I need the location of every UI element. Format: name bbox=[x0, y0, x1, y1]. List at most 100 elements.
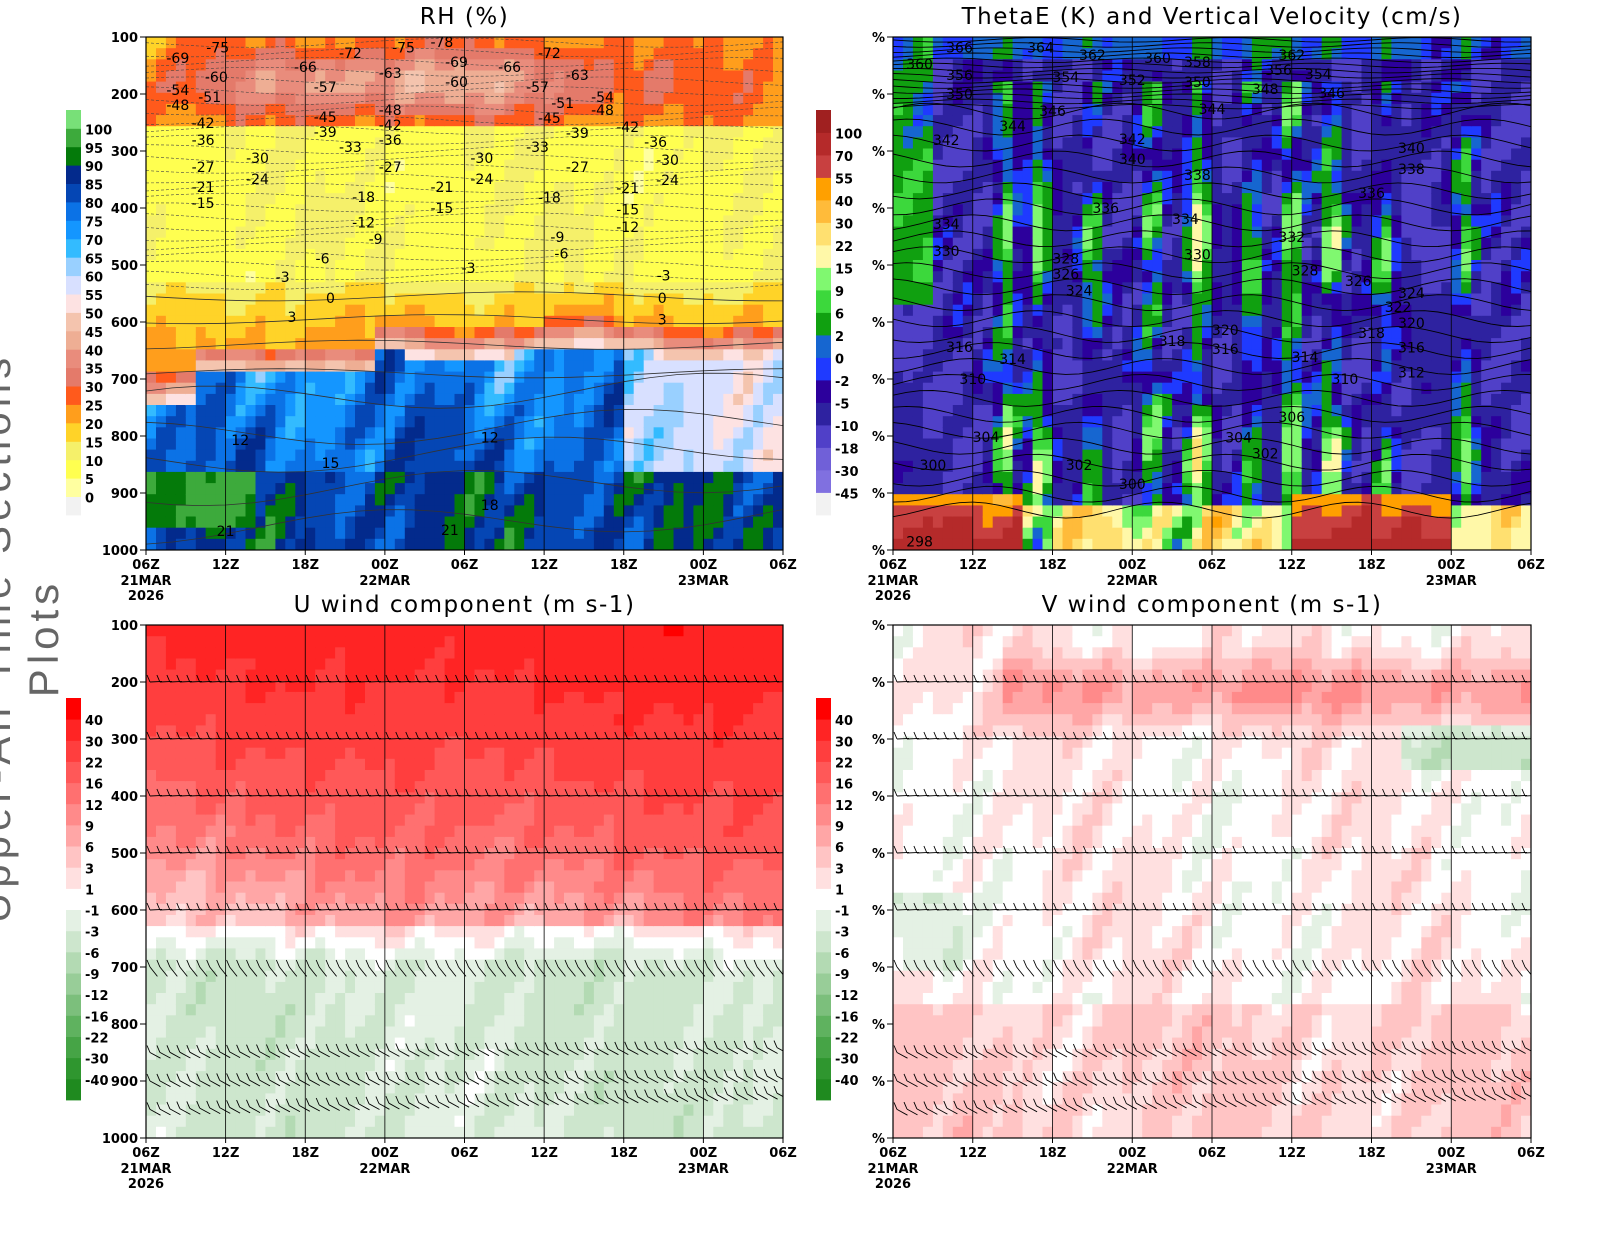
field-cell bbox=[185, 315, 197, 328]
field-cell bbox=[355, 159, 366, 172]
field-cell bbox=[1052, 193, 1064, 205]
field-cell bbox=[205, 405, 217, 417]
field-cell bbox=[932, 494, 944, 506]
field-cell bbox=[514, 193, 525, 205]
field-cell bbox=[992, 271, 1004, 283]
field-cell bbox=[484, 349, 495, 362]
field-cell bbox=[1212, 226, 1223, 239]
field-cell bbox=[893, 494, 904, 506]
field-cell bbox=[893, 427, 904, 440]
field-cell bbox=[1012, 248, 1024, 261]
field-cell bbox=[255, 170, 267, 183]
field-cell bbox=[464, 293, 476, 306]
field-cell bbox=[285, 148, 296, 161]
field-cell bbox=[1032, 159, 1044, 172]
field-cell bbox=[1092, 115, 1103, 127]
field-cell bbox=[484, 382, 495, 395]
field-cell bbox=[355, 371, 366, 384]
field-cell bbox=[932, 237, 944, 250]
field-cell bbox=[175, 182, 187, 194]
field-cell bbox=[474, 282, 486, 295]
field-cell bbox=[663, 103, 675, 116]
field-cell bbox=[514, 70, 525, 83]
field-cell bbox=[693, 438, 704, 451]
field-cell bbox=[514, 315, 525, 328]
field-cell bbox=[554, 360, 565, 373]
field-cell bbox=[1072, 204, 1083, 217]
field-cell bbox=[175, 59, 187, 72]
field-cell bbox=[683, 92, 695, 105]
field-cell bbox=[335, 315, 346, 328]
field-cell bbox=[1172, 416, 1183, 428]
field-cell bbox=[335, 327, 346, 339]
field-cell bbox=[544, 126, 555, 138]
field-cell bbox=[404, 48, 416, 60]
field-cell bbox=[414, 527, 426, 540]
field-cell bbox=[613, 371, 625, 384]
field-cell bbox=[673, 393, 685, 406]
field-cell bbox=[544, 460, 555, 473]
field-cell bbox=[534, 70, 545, 83]
field-cell bbox=[1072, 327, 1083, 339]
field-cell bbox=[574, 126, 585, 138]
contour-label: 0 bbox=[658, 291, 667, 307]
field-cell bbox=[972, 516, 984, 529]
field-cell bbox=[1032, 293, 1044, 306]
field-cell bbox=[693, 204, 704, 217]
field-cell bbox=[903, 226, 914, 239]
field-cell bbox=[275, 204, 286, 217]
field-cell bbox=[1182, 304, 1193, 317]
field-cell bbox=[355, 215, 366, 228]
field-cell bbox=[454, 159, 466, 172]
y-tick-label: 600 bbox=[111, 316, 138, 331]
field-cell bbox=[1022, 527, 1034, 540]
field-cell bbox=[454, 382, 466, 395]
field-cell bbox=[673, 382, 685, 395]
field-cell bbox=[374, 327, 386, 339]
field-cell bbox=[753, 405, 764, 417]
field-cell bbox=[972, 215, 984, 228]
field-cell bbox=[703, 248, 714, 261]
field-cell bbox=[1202, 170, 1213, 183]
field-cell bbox=[524, 282, 535, 295]
field-cell bbox=[1032, 193, 1044, 205]
field-cell bbox=[982, 103, 994, 116]
field-cell bbox=[633, 505, 645, 518]
field-cell bbox=[893, 538, 904, 550]
field-cell bbox=[404, 115, 416, 127]
field-cell bbox=[265, 37, 276, 49]
field-cell bbox=[554, 349, 565, 362]
field-cell bbox=[1142, 427, 1153, 440]
field-cell bbox=[315, 338, 326, 350]
field-cell bbox=[673, 248, 685, 261]
field-cell bbox=[603, 416, 615, 428]
field-cell bbox=[763, 371, 774, 384]
field-cell bbox=[564, 248, 575, 261]
field-cell bbox=[355, 115, 366, 127]
field-cell bbox=[265, 226, 276, 239]
field-cell bbox=[893, 405, 904, 417]
field-cell bbox=[1062, 182, 1074, 194]
field-cell bbox=[335, 237, 346, 250]
field-cell bbox=[434, 37, 446, 49]
field-cell bbox=[305, 92, 316, 105]
field-cell bbox=[972, 103, 984, 116]
field-cell bbox=[295, 248, 306, 261]
field-cell bbox=[1082, 137, 1093, 150]
field-cell bbox=[773, 505, 783, 518]
field-cell bbox=[574, 382, 585, 395]
field-cell bbox=[773, 360, 783, 373]
field-cell bbox=[743, 126, 754, 138]
field-cell bbox=[514, 349, 525, 362]
field-cell bbox=[235, 405, 247, 417]
field-cell bbox=[156, 282, 167, 295]
field-cell bbox=[454, 315, 466, 328]
field-cell bbox=[633, 215, 645, 228]
field-cell bbox=[464, 516, 476, 529]
field-cell bbox=[444, 70, 456, 83]
field-cell bbox=[444, 226, 456, 239]
field-cell bbox=[185, 438, 197, 451]
field-cell bbox=[912, 215, 924, 228]
field-cell bbox=[613, 271, 625, 283]
field-cell bbox=[235, 360, 247, 373]
